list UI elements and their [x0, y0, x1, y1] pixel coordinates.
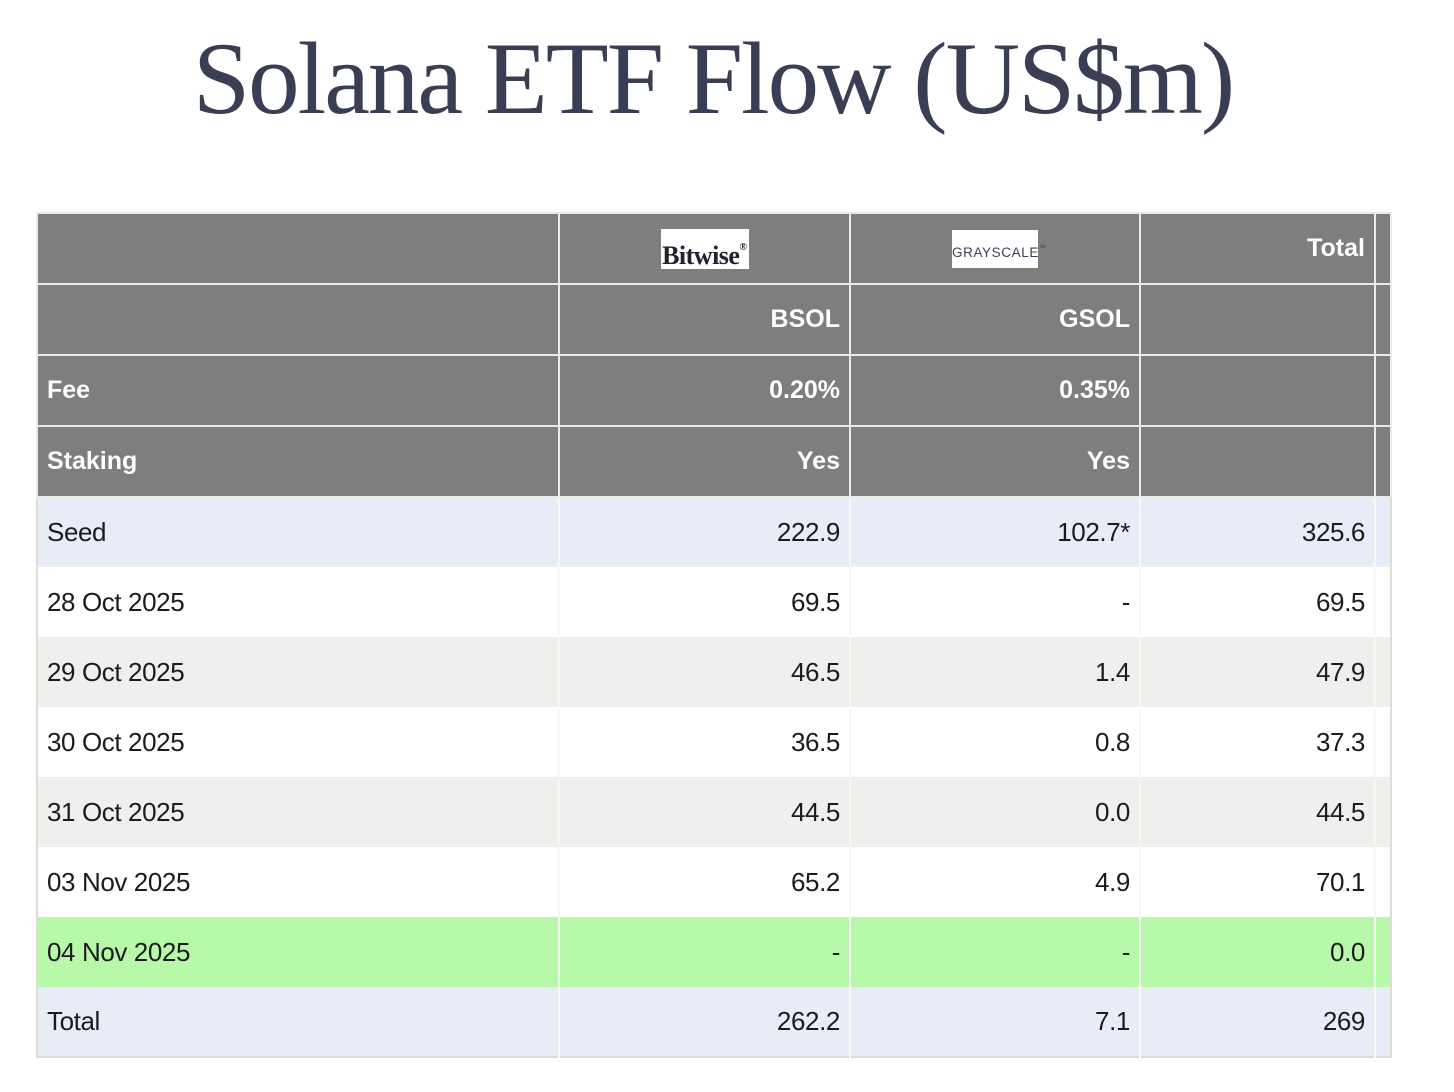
row-label-cell: 28 Oct 2025 [37, 567, 560, 637]
overflow-column-cell [1374, 637, 1391, 707]
bsol-value-cell: 44.5 [558, 777, 851, 847]
row-label-cell: Seed [37, 497, 560, 567]
total-value-cell: 44.5 [1139, 777, 1376, 847]
total-column-header: Total [1139, 212, 1376, 285]
total-value-cell: 269 [1139, 987, 1376, 1057]
overflow-column-cell [1374, 212, 1392, 285]
grayscale-logo-text: GRAYSCALE [952, 244, 1039, 260]
overflow-column-cell [1374, 917, 1391, 987]
total-value-cell: 47.9 [1139, 637, 1376, 707]
fee-row-label: Fee [36, 354, 560, 427]
gsol-value-cell: 0.0 [849, 777, 1141, 847]
table-row-30-oct-2025: 30 Oct 2025 36.5 0.8 37.3 [37, 707, 1391, 777]
empty-header-cell [1139, 354, 1376, 427]
bitwise-logo: Bitwise® [660, 228, 749, 270]
bsol-value-cell: 36.5 [558, 707, 851, 777]
table-row-04-nov-2025: 04 Nov 2025 - - 0.0 [37, 917, 1391, 987]
table-row-31-oct-2025: 31 Oct 2025 44.5 0.0 44.5 [37, 777, 1391, 847]
overflow-column-cell [1374, 354, 1392, 427]
grayscale-logo-cell: GRAYSCALE™ [849, 212, 1141, 285]
empty-header-cell [36, 212, 560, 285]
row-label-cell: 04 Nov 2025 [37, 917, 560, 987]
bitwise-logo-text: Bitwise [662, 240, 740, 270]
gsol-value-cell: 1.4 [849, 637, 1141, 707]
bsol-value-cell: 222.9 [558, 497, 851, 567]
gsol-value-cell: 102.7* [849, 497, 1141, 567]
grayscale-trademark-icon: ™ [1038, 244, 1046, 252]
gsol-value-cell: - [849, 917, 1141, 987]
total-value-cell: 69.5 [1139, 567, 1376, 637]
gsol-value-cell: 4.9 [849, 847, 1141, 917]
table-row-total: Total 262.2 7.1 269 [37, 987, 1391, 1057]
bsol-value-cell: 46.5 [558, 637, 851, 707]
overflow-column-cell [1374, 425, 1392, 498]
row-label-cell: 31 Oct 2025 [37, 777, 560, 847]
row-label-cell: Total [37, 987, 560, 1057]
bsol-value-cell: 65.2 [558, 847, 851, 917]
solana-etf-flow-table: Bitwise® GRAYSCALE™ Total BSOL GSOL Fee … [36, 212, 1392, 1058]
overflow-column-cell [1374, 777, 1391, 847]
row-label-cell: 03 Nov 2025 [37, 847, 560, 917]
total-value-cell: 37.3 [1139, 707, 1376, 777]
total-value-cell: 0.0 [1139, 917, 1376, 987]
overflow-column-cell [1374, 987, 1391, 1057]
table-row-03-nov-2025: 03 Nov 2025 65.2 4.9 70.1 [37, 847, 1391, 917]
gsol-fee-value: 0.35% [849, 354, 1141, 427]
staking-row-label: Staking [36, 425, 560, 498]
gsol-staking-value: Yes [849, 425, 1141, 498]
bsol-fee-value: 0.20% [558, 354, 851, 427]
table-row-seed: Seed 222.9 102.7* 325.6 [37, 497, 1391, 567]
overflow-column-cell [1374, 707, 1391, 777]
gsol-value-cell: 0.8 [849, 707, 1141, 777]
page-title: Solana ETF Flow (US$m) [192, 22, 1235, 136]
table-row-28-oct-2025: 28 Oct 2025 69.5 - 69.5 [37, 567, 1391, 637]
bitwise-logo-cell: Bitwise® [558, 212, 851, 285]
header-row-issuers: Bitwise® GRAYSCALE™ Total [36, 212, 1392, 285]
bsol-staking-value: Yes [558, 425, 851, 498]
empty-header-cell [1139, 283, 1376, 356]
bitwise-trademark-icon: ® [739, 241, 747, 253]
header-row-fee: Fee 0.20% 0.35% [36, 354, 1392, 427]
gsol-value-cell: 7.1 [849, 987, 1141, 1057]
bsol-ticker-header: BSOL [558, 283, 851, 356]
empty-header-cell [1139, 425, 1376, 498]
bsol-value-cell: 69.5 [558, 567, 851, 637]
header-row-staking: Staking Yes Yes [36, 425, 1392, 498]
row-label-cell: 29 Oct 2025 [37, 637, 560, 707]
overflow-column-cell [1374, 847, 1391, 917]
gsol-ticker-header: GSOL [849, 283, 1141, 356]
page-content: Solana ETF Flow (US$m) Bitwise® GRAYSCAL… [36, 0, 1392, 1058]
table-row-29-oct-2025: 29 Oct 2025 46.5 1.4 47.9 [37, 637, 1391, 707]
header-row-tickers: BSOL GSOL [36, 283, 1392, 356]
overflow-column-cell [1374, 567, 1391, 637]
bsol-value-cell: - [558, 917, 851, 987]
row-label-cell: 30 Oct 2025 [37, 707, 560, 777]
grayscale-logo: GRAYSCALE™ [952, 229, 1046, 268]
empty-header-cell [36, 283, 560, 356]
overflow-column-cell [1374, 497, 1391, 567]
bsol-value-cell: 262.2 [558, 987, 851, 1057]
total-value-cell: 325.6 [1139, 497, 1376, 567]
gsol-value-cell: - [849, 567, 1141, 637]
overflow-column-cell [1374, 283, 1392, 356]
total-value-cell: 70.1 [1139, 847, 1376, 917]
